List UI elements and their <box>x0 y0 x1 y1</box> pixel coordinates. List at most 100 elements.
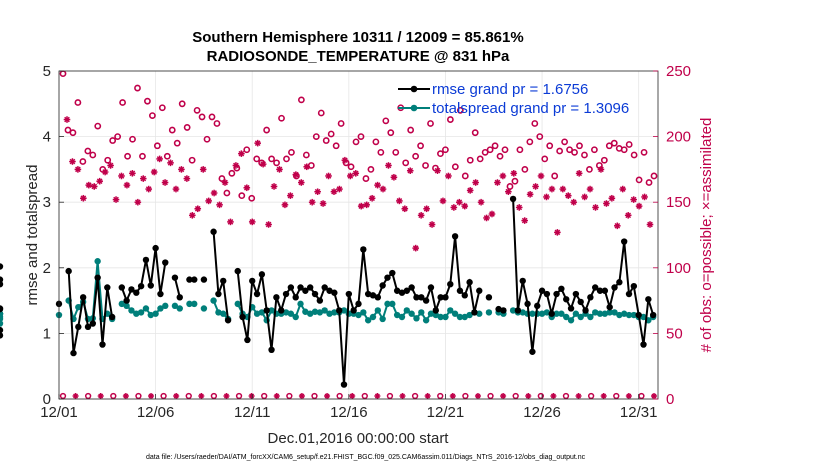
obs-possible-point <box>208 113 216 121</box>
obs-possible-point <box>600 156 608 164</box>
obs-assimilated-point <box>646 221 654 228</box>
totalspread-point <box>152 310 159 317</box>
obs-possible-point <box>541 155 549 163</box>
totalspread-point <box>606 309 613 316</box>
obs-possible-point <box>64 126 72 134</box>
obs-zero-possible <box>336 392 343 400</box>
obs-assimilated-point <box>417 212 425 219</box>
asterisk-stroke <box>450 393 456 399</box>
obs-possible-point <box>471 129 479 137</box>
totalspread-point <box>369 313 377 321</box>
rmse-point <box>79 294 87 301</box>
obs-assimilated-point <box>630 196 637 203</box>
obs-zero-assimilated <box>122 393 129 399</box>
asterisk-stroke <box>96 178 103 185</box>
y-right-ticks: 0 50 100 150 200 250 <box>653 63 691 408</box>
totalspread-point <box>316 309 324 316</box>
rmse-point <box>466 279 473 286</box>
asterisk-stroke <box>494 179 501 186</box>
obs-possible-point <box>531 120 539 127</box>
obs-assimilated-point <box>379 185 387 193</box>
rmse-point <box>191 276 198 283</box>
rmse-line <box>212 231 230 321</box>
obs-assimilated-point <box>396 197 403 205</box>
obs-possible-point <box>442 146 449 154</box>
asterisk-stroke <box>140 175 147 182</box>
obs-assimilated-point <box>101 168 109 176</box>
asterisk-stroke <box>173 393 179 399</box>
rmse-point <box>398 289 406 296</box>
asterisk-stroke <box>423 205 430 212</box>
asterisk-stroke <box>113 196 119 203</box>
rmse-point <box>476 287 483 294</box>
obs-assimilated-point <box>494 179 501 186</box>
rmse-point <box>302 287 309 294</box>
obs-assimilated-point <box>123 181 131 189</box>
obs-assimilated-point <box>156 155 163 163</box>
rmse-point <box>553 290 560 298</box>
totalspread-point <box>220 310 227 317</box>
obs-possible-point <box>183 124 191 131</box>
obs-possible-point <box>263 126 271 134</box>
totalspread-point <box>620 310 628 317</box>
asterisk-stroke <box>223 393 229 399</box>
asterisk-stroke <box>75 166 81 173</box>
obs-assimilated-point <box>635 202 643 210</box>
totalspread-point <box>418 309 425 316</box>
obs-possible-point <box>268 155 275 163</box>
rmse-point <box>630 282 638 290</box>
obs-possible-point <box>104 156 112 164</box>
totalspread-point <box>408 310 415 317</box>
obs-assimilated-point <box>390 173 398 181</box>
obs-possible-point <box>297 96 305 104</box>
obs-possible-point <box>586 165 593 173</box>
rmse-point <box>215 290 222 298</box>
asterisk-stroke <box>576 393 582 399</box>
obs-assimilated-point <box>592 204 599 211</box>
rmse-point <box>514 307 522 314</box>
obs-possible-point <box>317 109 325 117</box>
obs-possible-point <box>427 120 434 127</box>
obs-possible-point <box>551 172 559 180</box>
rmse-point <box>273 294 280 301</box>
asterisk-stroke <box>434 167 441 174</box>
asterisk-stroke <box>276 166 283 173</box>
obs-zero-possible <box>110 392 117 400</box>
obs-possible-point <box>620 146 628 154</box>
rmse-point <box>461 292 468 299</box>
rmse-point <box>635 311 642 319</box>
asterisk-stroke <box>249 219 256 225</box>
asterisk-stroke <box>336 186 343 192</box>
obs-possible-point <box>466 156 474 164</box>
rmse-point <box>447 281 454 288</box>
rmse-point <box>239 313 246 321</box>
asterisk-stroke <box>472 179 479 186</box>
rmse-point <box>147 282 154 289</box>
totalspread-point <box>587 313 594 321</box>
rmse-point <box>572 290 580 298</box>
obs-assimilated-point <box>488 210 496 218</box>
asterisk-stroke <box>641 194 648 200</box>
asterisk-stroke <box>299 393 305 399</box>
obs-assimilated-point <box>575 170 583 177</box>
obs-zero-possible <box>386 392 394 400</box>
obs-possible-point <box>89 151 97 159</box>
totalspread-point <box>596 310 604 317</box>
rmse-point <box>118 284 125 291</box>
obs-possible-point <box>168 126 176 134</box>
obs-assimilated-point <box>183 175 191 182</box>
obs-assimilated-point <box>325 172 332 180</box>
obs-zero-possible <box>235 392 243 400</box>
y-axis-left-label: rmse and totalspread <box>24 165 41 306</box>
asterisk-stroke <box>363 201 370 208</box>
asterisk-stroke <box>581 194 588 200</box>
obs-possible-point <box>243 146 251 154</box>
rmse-point <box>128 286 135 293</box>
legend-rmse-marker <box>410 85 418 93</box>
obs-possible-point <box>69 129 77 137</box>
obs-assimilated-point <box>374 181 381 189</box>
asterisk-stroke <box>342 157 348 164</box>
rmse-point <box>176 294 183 301</box>
asterisk-stroke <box>148 393 154 399</box>
y-right-tick-label: 250 <box>666 63 691 80</box>
